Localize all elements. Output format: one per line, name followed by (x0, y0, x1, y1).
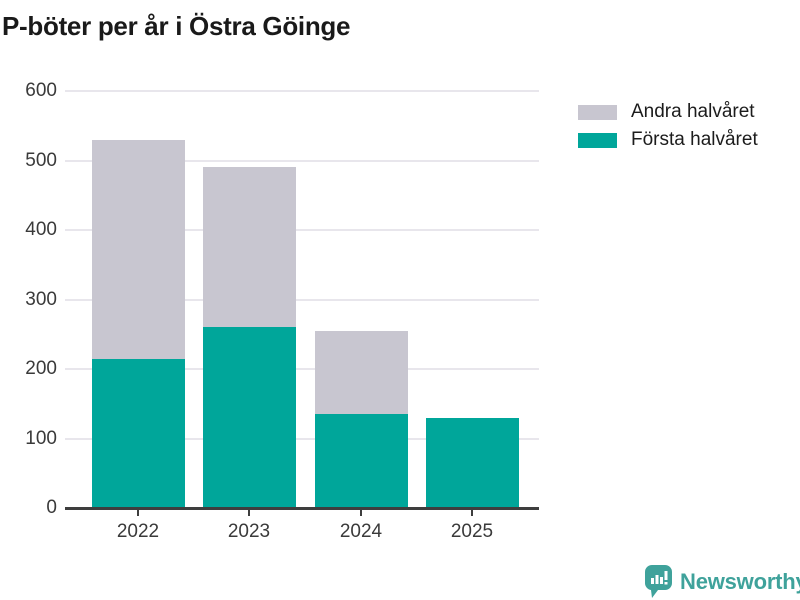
gridline-500 (65, 159, 539, 162)
x-axis-label: 2025 (450, 521, 494, 542)
y-axis-label: 500 (25, 149, 57, 171)
gridline-600 (65, 90, 539, 92)
y-axis-label: 600 (25, 80, 57, 101)
newsworthy-wordmark: Newsworthy (680, 568, 800, 594)
gridline-400 (65, 229, 539, 231)
bar-segment-2023-Första halvåret (202, 327, 296, 508)
bar-segment-2024-Andra halvåret (314, 330, 408, 415)
bar-segment-2023-Andra halvåret (202, 167, 296, 328)
gridline-300 (65, 298, 539, 301)
bar-segment-2024-Första halvåret (314, 414, 408, 508)
legend-item: Andra halvåret (578, 101, 758, 122)
y-axis-label: 200 (25, 358, 57, 379)
legend-label: Andra halvåret (631, 101, 755, 122)
bar-segment-2022-Första halvåret (91, 358, 185, 508)
bar-segment-2022-Andra halvåret (91, 139, 185, 359)
bar-segment-2025-Första halvåret (425, 417, 519, 508)
x-axis-label: 2022 (116, 521, 160, 542)
x-tick-2023 (248, 510, 250, 516)
newsworthy-icon (645, 565, 672, 598)
x-axis-label: 2023 (227, 521, 271, 542)
y-axis-label: 100 (25, 427, 57, 449)
legend-item: Första halvåret (578, 129, 758, 150)
y-axis-label: 300 (25, 288, 57, 310)
chart-title: P-böter per år i Östra Göinge (2, 11, 351, 41)
y-axis-label: 400 (25, 219, 57, 240)
newsworthy-logo[interactable]: Newsworthy (645, 565, 800, 598)
x-axis-label: 2024 (339, 521, 383, 542)
x-tick-2025 (471, 510, 473, 516)
x-tick-2024 (360, 510, 362, 516)
x-axis-line (65, 507, 539, 510)
gridline-200 (65, 368, 539, 370)
legend-label: Första halvåret (631, 129, 758, 150)
y-axis-label: 0 (46, 497, 57, 518)
legend: Andra halvåret Första halvåret (578, 101, 758, 158)
legend-swatch (578, 132, 617, 148)
legend-swatch (578, 104, 617, 120)
gridline-100 (65, 437, 539, 440)
plot-area: 0 100 200 300 400 500 600 2022 2023 2024 2025 (25, 81, 539, 542)
x-tick-2022 (137, 510, 139, 516)
